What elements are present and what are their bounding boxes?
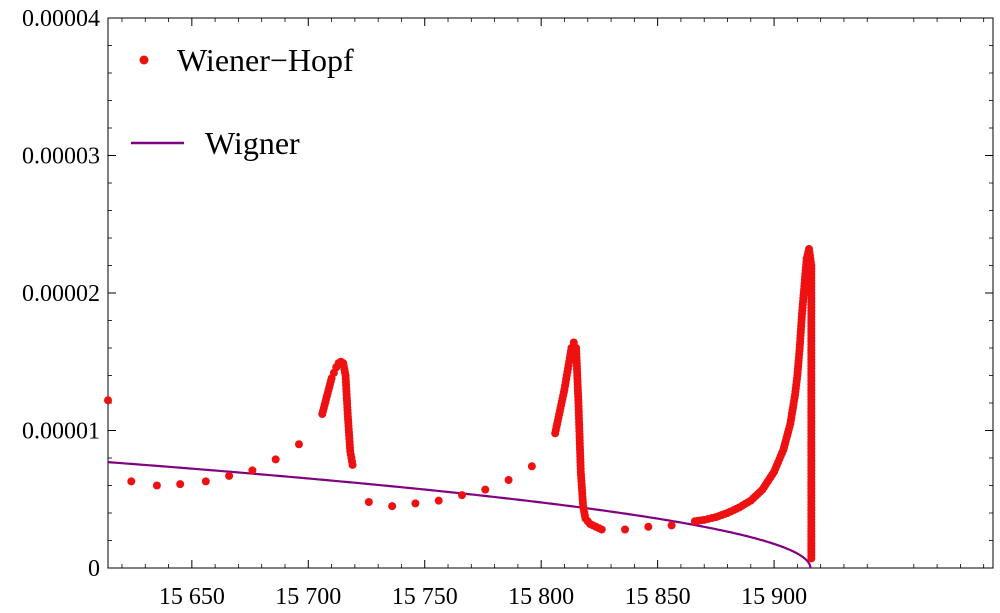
wiener-hopf-point xyxy=(527,462,536,471)
y-tick-label: 0 xyxy=(88,556,100,582)
y-tick-label: 0.00002 xyxy=(22,281,100,307)
x-axis: 15 650 15 700 15 750 15 800 15 850 15 900 xyxy=(121,18,985,610)
legend: Wiener−Hopf Wigner xyxy=(131,42,354,161)
plot-frame xyxy=(107,17,994,569)
wiener-hopf-point xyxy=(807,554,816,563)
wiener-hopf-point xyxy=(225,471,234,480)
wiener-hopf-point xyxy=(364,498,373,506)
y-tick-label: 0.00001 xyxy=(22,419,100,445)
legend-label-wigner: Wigner xyxy=(205,125,300,161)
wiener-hopf-point xyxy=(127,477,136,486)
x-tick-label: 15 750 xyxy=(392,584,458,610)
legend-marker-wiener-hopf xyxy=(139,55,149,65)
plot-border xyxy=(107,17,994,569)
series-wigner xyxy=(107,461,812,569)
y-tick-label: 0.00004 xyxy=(22,6,100,32)
wiener-hopf-point xyxy=(152,481,161,490)
x-tick-label: 15 700 xyxy=(275,584,341,610)
series-wiener-hopf xyxy=(104,245,816,563)
wiener-hopf-point xyxy=(348,460,357,469)
wiener-hopf-point xyxy=(481,485,490,494)
y-tick-label: 0.00003 xyxy=(22,144,100,170)
x-tick-label: 15 800 xyxy=(508,584,574,610)
wiener-hopf-point xyxy=(597,525,606,534)
y-axis: 0 0.00001 0.00002 0.00003 0.00004 xyxy=(22,6,993,582)
x-tick-label: 15 650 xyxy=(159,584,225,610)
x-tick-label: 15 850 xyxy=(625,584,691,610)
wiener-hopf-point xyxy=(104,396,112,405)
wiener-hopf-point xyxy=(458,491,466,500)
wiener-hopf-point xyxy=(621,525,630,534)
wiener-hopf-point xyxy=(271,455,280,464)
wiener-hopf-point xyxy=(504,476,513,484)
wiener-hopf-point xyxy=(644,522,653,531)
wiener-hopf-point xyxy=(248,466,257,475)
wiener-hopf-point xyxy=(411,499,420,508)
legend-label-wiener-hopf: Wiener−Hopf xyxy=(177,42,354,78)
wiener-hopf-point xyxy=(176,480,185,489)
wiener-hopf-point xyxy=(434,496,443,505)
wiener-hopf-point xyxy=(294,440,303,449)
wiener-hopf-point xyxy=(667,521,676,530)
wigner-curve xyxy=(107,461,812,569)
wiener-hopf-point xyxy=(388,502,397,511)
x-tick-label: 15 900 xyxy=(741,584,807,610)
wiener-hopf-point xyxy=(201,477,210,486)
